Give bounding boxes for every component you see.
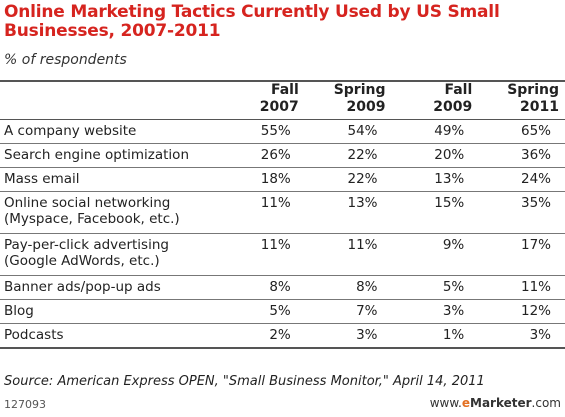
- data-table: Fall 2007 Spring 2009 Fall 2009 Spring 2…: [0, 80, 565, 349]
- value-cell: 3%: [391, 299, 479, 324]
- column-header-line2: 2009: [433, 99, 473, 115]
- emarketer-logo[interactable]: www.eMarketer.com: [430, 396, 561, 411]
- value-cell: 9%: [391, 233, 479, 276]
- value-cell: 8%: [304, 275, 392, 300]
- value-cell: 11%: [478, 275, 565, 300]
- value-cell: 36%: [478, 143, 565, 168]
- row-label-cell: Search engine optimization: [0, 143, 218, 168]
- brand-suffix: .com: [531, 396, 561, 410]
- value-cell: 2%: [218, 323, 305, 349]
- source-note: Source: American Express OPEN, "Small Bu…: [4, 374, 485, 389]
- column-header-line2: 2007: [259, 99, 299, 115]
- value-cell: 13%: [391, 167, 479, 192]
- row-label-cell: Blog: [0, 299, 218, 324]
- value-cell: 3%: [478, 323, 565, 349]
- table-body: A company website 55% 54% 49% 65% Search engi…: [0, 119, 565, 349]
- brand-name: Marketer: [470, 396, 532, 410]
- value-cell: 13%: [304, 191, 392, 234]
- column-header: Fall 2009: [391, 80, 479, 120]
- brand-prefix: www.: [429, 396, 462, 410]
- header-row: Fall 2007 Spring 2009 Fall 2009 Spring 2…: [0, 80, 565, 120]
- chart-id: 127093: [4, 398, 46, 411]
- table-row: Blog 5% 7% 3% 12%: [0, 299, 565, 324]
- value-cell: 5%: [218, 299, 305, 324]
- row-label-cell: Podcasts: [0, 323, 218, 349]
- row-label: Online social networking: [4, 195, 171, 211]
- brand-e: e: [461, 396, 470, 410]
- table-row: Mass email 18% 22% 13% 24%: [0, 167, 565, 192]
- row-label-cell: Banner ads/pop-up ads: [0, 275, 218, 300]
- row-sublabel: (Myspace, Facebook, etc.): [4, 211, 180, 227]
- value-cell: 8%: [218, 275, 305, 300]
- value-cell: 24%: [478, 167, 565, 192]
- row-label-cell: Mass email: [0, 167, 218, 192]
- row-label-cell: Pay-per-click advertising (Google AdWords…: [0, 233, 218, 276]
- row-label-cell: A company website: [0, 119, 218, 144]
- table-row: A company website 55% 54% 49% 65%: [0, 119, 565, 144]
- column-header: Spring 2011: [478, 80, 565, 120]
- value-cell: 12%: [478, 299, 565, 324]
- header-empty: [0, 80, 218, 120]
- column-header-line2: 2009: [346, 99, 386, 115]
- column-header-line1: Fall: [270, 82, 299, 98]
- column-header-line1: Spring: [333, 82, 386, 98]
- table-row: Podcasts 2% 3% 1% 3%: [0, 323, 565, 349]
- value-cell: 11%: [218, 191, 305, 234]
- table-row: Pay-per-click advertising (Google AdWords…: [0, 233, 565, 276]
- value-cell: 11%: [304, 233, 392, 276]
- table-row: Online social networking (Myspace, Facebo…: [0, 191, 565, 234]
- row-label: A company website: [4, 123, 137, 139]
- value-cell: 35%: [478, 191, 565, 234]
- value-cell: 20%: [391, 143, 479, 168]
- value-cell: 15%: [391, 191, 479, 234]
- value-cell: 7%: [304, 299, 392, 324]
- value-cell: 54%: [304, 119, 392, 144]
- value-cell: 11%: [218, 233, 305, 276]
- value-cell: 22%: [304, 167, 392, 192]
- value-cell: 18%: [218, 167, 305, 192]
- value-cell: 55%: [218, 119, 305, 144]
- value-cell: 5%: [391, 275, 479, 300]
- value-cell: 17%: [478, 233, 565, 276]
- table-row: Banner ads/pop-up ads 8% 8% 5% 11%: [0, 275, 565, 300]
- column-header-line2: 2011: [520, 99, 559, 115]
- value-cell: 26%: [218, 143, 305, 168]
- value-cell: 1%: [391, 323, 479, 349]
- value-cell: 65%: [478, 119, 565, 144]
- column-header-line1: Fall: [444, 82, 473, 98]
- row-label: Podcasts: [4, 327, 64, 343]
- row-label: Pay-per-click advertising: [4, 237, 169, 253]
- table-row: Search engine optimization 26% 22% 20% 36%: [0, 143, 565, 168]
- value-cell: 3%: [304, 323, 392, 349]
- value-cell: 22%: [304, 143, 392, 168]
- row-label: Search engine optimization: [4, 147, 189, 163]
- chart-title: Online Marketing Tactics Currently Used …: [4, 2, 500, 41]
- row-label: Blog: [4, 303, 34, 319]
- chart-subtitle: % of respondents: [4, 52, 127, 68]
- column-header: Spring 2009: [304, 80, 392, 120]
- column-header: Fall 2007: [218, 80, 305, 120]
- row-sublabel: (Google AdWords, etc.): [4, 253, 160, 269]
- row-label-cell: Online social networking (Myspace, Facebo…: [0, 191, 218, 234]
- column-header-line1: Spring: [507, 82, 559, 98]
- value-cell: 49%: [391, 119, 479, 144]
- row-label: Banner ads/pop-up ads: [4, 279, 161, 295]
- row-label: Mass email: [4, 171, 80, 187]
